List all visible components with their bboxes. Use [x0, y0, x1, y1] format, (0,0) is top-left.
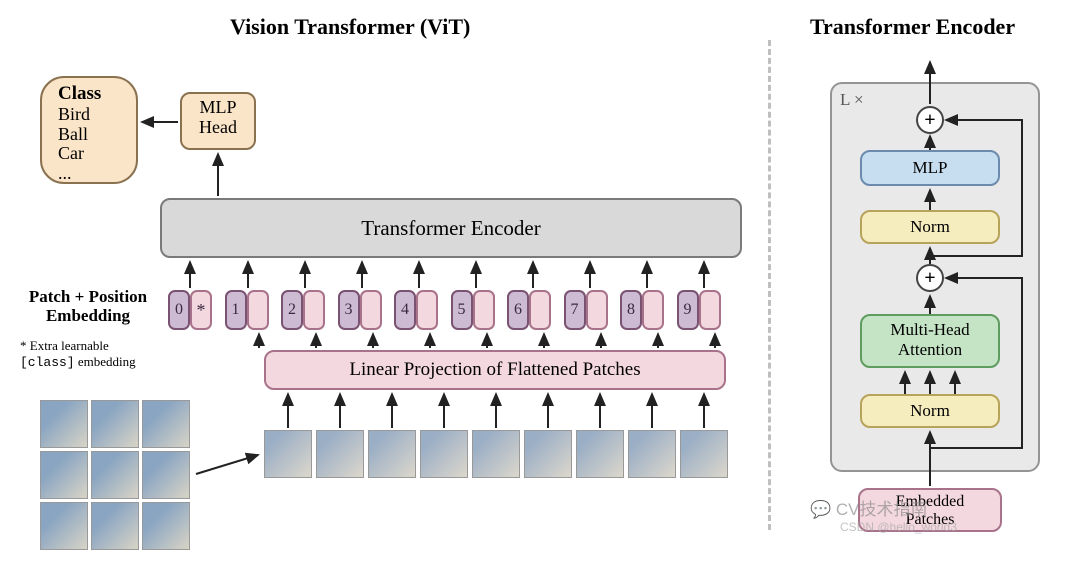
note-pre: * Extra learnable — [20, 338, 109, 353]
watermark-text: 💬 CV技术指南 — [810, 495, 928, 520]
pp-l2: Embedding — [8, 307, 168, 326]
input-patch-grid — [40, 400, 190, 550]
encoder-norm-lower: Norm — [860, 394, 1000, 428]
patch-embedding-token — [360, 290, 382, 330]
linear-projection-block: Linear Projection of Flattened Patches — [264, 350, 726, 390]
class-item: ... — [58, 164, 136, 184]
pp-l1: Patch + Position — [8, 288, 168, 307]
class-token-star: * — [190, 290, 212, 330]
image-patch — [316, 430, 364, 478]
residual-add-bottom: + — [916, 264, 944, 292]
image-patch — [576, 430, 624, 478]
mlp-head-block: MLP Head — [180, 92, 256, 150]
encoder-norm-upper: Norm — [860, 210, 1000, 244]
note-code: [class] — [20, 355, 75, 370]
class-header: Class — [58, 84, 136, 105]
image-patch — [40, 451, 88, 499]
residual-add-top: + — [916, 106, 944, 134]
title-vit: Vision Transformer (ViT) — [230, 14, 470, 40]
l-times-label: L × — [840, 90, 864, 110]
class-item: Car — [58, 144, 136, 164]
image-patch — [142, 502, 190, 550]
patch-embedding-token — [247, 290, 269, 330]
image-patch — [91, 400, 139, 448]
class-item: Bird — [58, 105, 136, 125]
patch-embedding-token — [303, 290, 325, 330]
image-patch — [40, 502, 88, 550]
position-token: 7 — [564, 290, 586, 330]
position-token: 4 — [394, 290, 416, 330]
vertical-divider — [768, 40, 771, 530]
class-item: Ball — [58, 125, 136, 145]
image-patch — [524, 430, 572, 478]
position-token: 8 — [620, 290, 642, 330]
extra-learnable-note: * Extra learnable [class] embedding — [20, 338, 136, 370]
image-patch — [264, 430, 312, 478]
position-token: 2 — [281, 290, 303, 330]
image-patch — [91, 451, 139, 499]
position-token: 3 — [338, 290, 360, 330]
patch-embedding-token — [473, 290, 495, 330]
image-patch — [91, 502, 139, 550]
image-patch — [420, 430, 468, 478]
patch-embedding-token — [642, 290, 664, 330]
image-patch — [142, 400, 190, 448]
image-patch — [472, 430, 520, 478]
mha-l2: Attention — [862, 340, 998, 360]
position-token: 5 — [451, 290, 473, 330]
mha-l1: Multi-Head — [862, 320, 998, 340]
flattened-patch-row — [264, 430, 728, 478]
transformer-encoder-block: Transformer Encoder — [160, 198, 742, 258]
image-patch — [142, 451, 190, 499]
note-suf: embedding — [75, 354, 136, 369]
embedding-row: 0 * 1 2 3 4 5 6 7 8 9 — [168, 290, 721, 330]
position-token: 9 — [677, 290, 699, 330]
patch-embedding-token — [416, 290, 438, 330]
encoder-mha-block: Multi-Head Attention — [860, 314, 1000, 368]
title-encoder: Transformer Encoder — [810, 14, 1015, 40]
mlp-head-label: MLP — [182, 98, 254, 118]
encoder-mlp-block: MLP — [860, 150, 1000, 186]
class-output-box: Class Bird Ball Car ... — [40, 76, 138, 184]
patch-position-label: Patch + Position Embedding — [8, 288, 168, 325]
image-patch — [628, 430, 676, 478]
patch-embedding-token — [529, 290, 551, 330]
mlp-head-label: Head — [182, 118, 254, 138]
patch-embedding-token — [586, 290, 608, 330]
image-patch — [680, 430, 728, 478]
patch-embedding-token — [699, 290, 721, 330]
image-patch — [40, 400, 88, 448]
position-token-0: 0 — [168, 290, 190, 330]
image-patch — [368, 430, 416, 478]
watermark-csdn: CSDN @hello_world3 — [840, 520, 957, 534]
position-token: 1 — [225, 290, 247, 330]
position-token: 6 — [507, 290, 529, 330]
